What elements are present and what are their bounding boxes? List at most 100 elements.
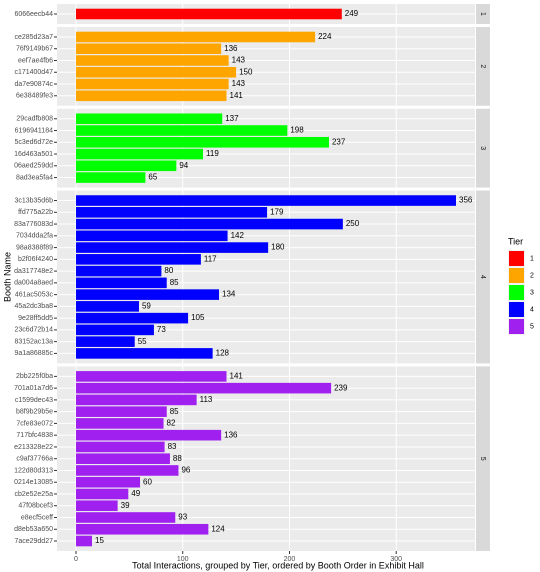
value-label: 249 [345,9,359,18]
legend-key [509,319,524,334]
bar [76,301,139,312]
value-label: 198 [290,126,304,135]
value-label: 179 [270,207,284,216]
value-label: 224 [318,32,332,41]
bar [76,277,167,289]
bar [76,289,220,300]
bar [76,207,268,218]
value-label: 113 [200,395,213,404]
value-label: 119 [206,149,219,158]
y-tick-label: 717bfc4838 [16,432,53,439]
legend-label: 3 [530,289,534,296]
legend-title: Tier [508,236,523,246]
facet-strip-label: 2 [479,64,486,68]
facet-strip-label: 5 [479,457,486,461]
bar [76,371,227,382]
value-label: 239 [334,383,348,392]
bar [76,136,329,148]
bar [76,218,343,230]
y-tick-label: 701a01a7d6 [14,385,53,392]
y-tick-label: 23c6d72b14 [14,327,53,334]
y-tick-label: d8eb53a650 [14,526,53,533]
bar [76,429,222,441]
y-tick-label: c9af37766a [16,456,53,463]
value-label: 136 [224,430,238,439]
value-label: 142 [231,231,245,240]
bar [76,348,213,359]
y-tick-label: 83a776083d [14,221,53,228]
bar [76,43,222,55]
value-label: 60 [143,477,152,486]
bar [76,336,135,347]
legend-label: 4 [530,306,534,313]
y-tick-label: 6e38489fe3 [16,93,53,100]
y-tick-label: 8ad3ea5fa4 [16,174,53,181]
facet-strip [476,4,490,24]
y-tick-label: ffd775a22b [18,209,53,216]
legend-label: 2 [530,272,534,279]
y-tick-label: 9a1a86885c [14,350,53,357]
y-tick-label: da7e90874c [14,81,53,88]
bar [76,8,342,20]
facet-strip [476,26,490,106]
y-tick-label: 29cadfb808 [16,116,53,123]
y-tick-label: b8f9b29b5e [16,409,53,416]
facet-strip [476,190,490,364]
bar [76,31,316,43]
value-label: 250 [346,219,360,228]
y-tick-label: ce285d23a7 [14,34,53,41]
value-label: 82 [167,419,176,428]
y-tick-label: 47f08bcef3 [18,503,53,510]
facet-strip-label: 3 [479,146,486,150]
value-label: 49 [131,489,140,498]
value-label: 143 [232,56,246,65]
value-label: 128 [216,349,230,358]
value-label: 180 [271,243,285,252]
y-tick-label: 3c13b35d6b [14,197,53,204]
value-label: 88 [173,454,182,463]
bar [76,254,201,265]
facet-strip-label: 1 [479,12,486,16]
y-tick-label: b2f06f4240 [18,256,53,263]
bar [76,230,228,242]
value-label: 55 [138,337,147,346]
bar [76,418,164,429]
bar [76,488,129,500]
value-label: 141 [230,371,244,380]
legend-label: 1 [530,255,534,262]
bar [76,441,165,453]
value-label: 96 [181,466,190,475]
bar [76,195,456,206]
bar [76,78,229,90]
y-tick-label: 83152ac13a [14,338,53,345]
bar [76,66,237,78]
legend-key [509,302,524,317]
value-label: 85 [170,278,179,287]
y-tick-label: 7ace29dd27 [14,538,53,545]
y-tick-label: cb2e52e25a [14,491,53,498]
y-tick-label: 9e28ff5dd5 [18,315,53,322]
value-label: 150 [239,67,253,76]
legend-key [509,268,524,283]
bar [76,113,223,125]
bar [76,512,176,523]
value-label: 94 [179,161,188,170]
y-tick-label: 6066eecb44 [14,11,53,18]
bar [76,324,154,336]
value-label: 136 [224,44,238,53]
legend-label: 5 [530,323,534,330]
value-label: 80 [164,266,173,275]
y-tick-label: 5c3ed6d72e [14,139,53,146]
value-label: 141 [230,91,244,100]
value-label: 137 [225,114,239,123]
bar [76,312,189,324]
bar [76,160,177,172]
bar [76,535,93,547]
y-tick-label: e213328e22 [14,444,53,451]
y-tick-label: 0214e13085 [14,479,53,486]
legend-key [509,251,524,266]
bar [76,406,167,417]
y-tick-label: 45a2dc3ba8 [14,303,53,310]
value-label: 73 [157,325,166,334]
value-label: 15 [95,536,104,545]
